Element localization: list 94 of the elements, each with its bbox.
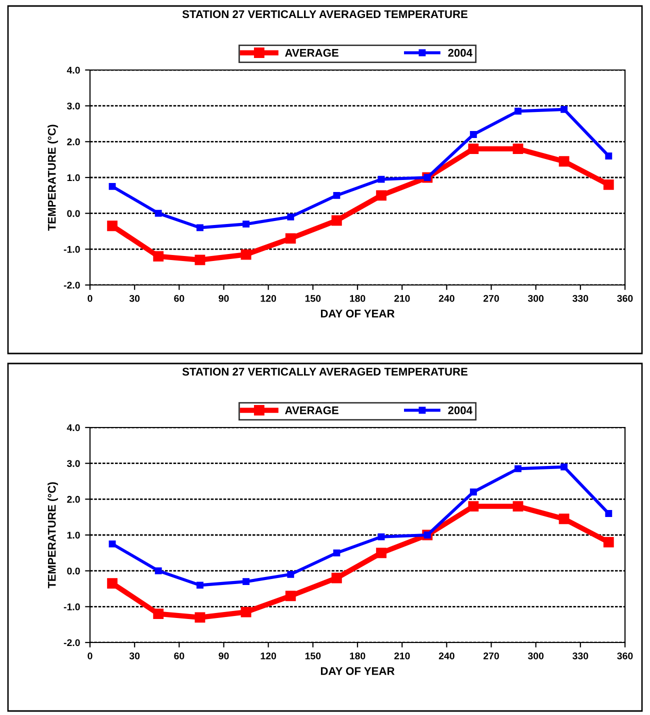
point [287,570,294,578]
point [153,251,164,262]
y-tick-label: 3.0 [66,460,80,467]
x-tick-label: 330 [572,652,588,660]
point [240,606,252,618]
y-tick-label: -2.0 [64,639,80,646]
point [196,582,204,589]
x-tick-label: 150 [305,652,321,660]
x-tick-label: 0 [88,652,92,660]
point [605,152,612,160]
point [331,215,342,226]
point [470,131,477,138]
point [196,224,204,232]
point [514,108,522,115]
x-tick-label: 180 [350,652,366,660]
y-tick-label: 3.0 [66,102,80,110]
point [376,190,386,201]
point [153,608,164,620]
x-tick-label: 360 [617,294,633,302]
point [194,254,206,266]
point [378,533,385,540]
point [470,488,477,496]
x-tick-label: 180 [350,294,366,302]
legend-label: 2004 [448,48,472,57]
x-tick-label: 210 [394,652,410,660]
y-tick-label: 0.0 [67,568,80,574]
chart-title: STATION 27 VERTICALLY AVERAGED TEMPERATURE [182,368,468,376]
y-axis-title: TEMPERATURE (°C) [48,482,58,588]
point [603,536,614,548]
y-tick-label: 1.0 [67,532,80,539]
point [512,144,524,154]
x-tick-label: 90 [218,652,229,660]
point [378,176,385,183]
point [107,578,118,589]
point [194,612,206,623]
y-tick-label: 2.0 [67,496,80,503]
x-axis-title: DAY OF YEAR [320,310,395,318]
legend-label: AVERAGE [285,48,338,57]
point [331,572,342,584]
x-tick-label: 90 [218,294,229,302]
x-axis-title: DAY OF YEAR [320,667,395,675]
point [560,106,568,113]
point [108,182,116,190]
y-tick-label: -1.0 [64,246,80,253]
point [287,213,294,220]
x-tick-label: 210 [394,294,410,302]
point [240,249,252,260]
x-tick-label: 120 [260,294,276,302]
point [333,549,340,556]
point [242,578,250,586]
point [285,590,296,602]
point [468,144,479,154]
x-tick-label: 270 [483,294,499,302]
x-tick-label: 330 [572,294,588,302]
x-tick-label: 120 [260,652,276,660]
y-tick-label: 2.0 [67,138,80,146]
x-tick-label: 30 [129,652,140,660]
y-tick-label: -1.0 [64,603,80,610]
point [512,501,524,512]
x-tick-label: 300 [528,652,544,660]
y-tick-label: 0.0 [67,210,80,217]
point [558,156,570,167]
point [468,501,479,512]
x-tick-label: 240 [438,294,454,302]
chart-title: STATION 27 VERTICALLY AVERAGED TEMPERATURE [182,10,468,18]
point [154,567,162,574]
legend-label: 2004 [448,406,472,414]
x-tick-label: 0 [88,294,92,302]
y-axis-title: TEMPERATURE (°C) [48,124,58,231]
x-tick-label: 30 [129,294,140,302]
point [558,514,570,524]
point [107,220,118,232]
x-tick-label: 150 [305,294,321,302]
point [605,510,612,517]
x-tick-label: 360 [617,652,633,660]
y-tick-label: -2.0 [64,282,80,289]
point [376,548,386,558]
x-tick-label: 60 [174,294,184,302]
point [108,540,116,548]
x-tick-label: 240 [438,652,454,660]
point [154,210,162,217]
point [285,233,296,244]
point [560,463,568,470]
y-tick-label: 4.0 [66,66,80,74]
x-tick-label: 270 [483,652,499,660]
point [514,465,522,472]
x-tick-label: 60 [174,652,184,660]
legend-label: AVERAGE [285,406,338,414]
y-tick-label: 1.0 [67,174,80,182]
point [333,192,340,199]
point [242,220,250,228]
point [603,179,614,190]
y-tick-label: 4.0 [66,424,80,432]
x-tick-label: 300 [528,294,544,302]
